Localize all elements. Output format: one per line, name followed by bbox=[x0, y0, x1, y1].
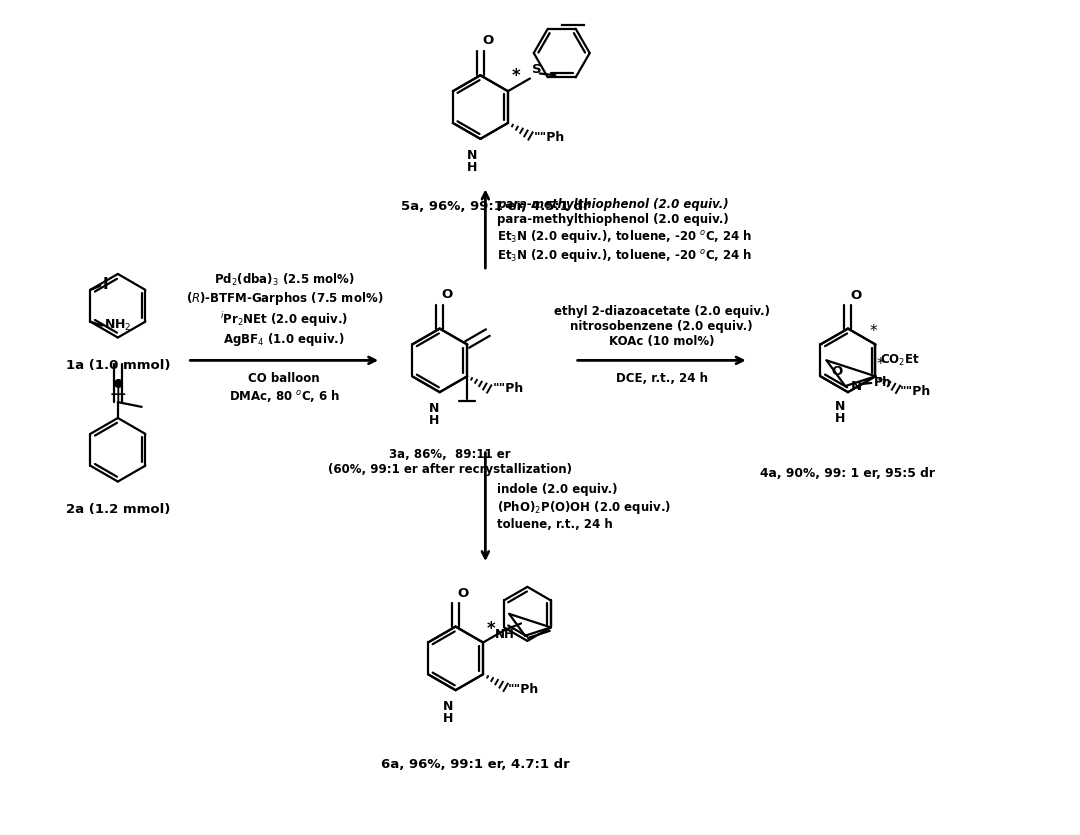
Text: para-methylthiophenol (2.0 equiv.): para-methylthiophenol (2.0 equiv.) bbox=[497, 198, 729, 211]
Text: N: N bbox=[851, 380, 862, 392]
Text: N
H: N H bbox=[443, 700, 453, 725]
Text: indole (2.0 equiv.)
(PhO)$_2$P(O)OH (2.0 equiv.)
toluene, r.t., 24 h: indole (2.0 equiv.) (PhO)$_2$P(O)OH (2.0… bbox=[497, 483, 672, 530]
Text: 1a (1.0 mmol): 1a (1.0 mmol) bbox=[66, 359, 170, 372]
Text: *: * bbox=[512, 68, 521, 85]
Text: O: O bbox=[832, 366, 842, 378]
Text: 5a, 96%, 99:1 er, 4.5:1 dr: 5a, 96%, 99:1 er, 4.5:1 dr bbox=[401, 200, 590, 214]
Text: 2a (1.2 mmol): 2a (1.2 mmol) bbox=[66, 503, 170, 516]
Text: O: O bbox=[442, 288, 453, 301]
Text: DCE, r.t., 24 h: DCE, r.t., 24 h bbox=[616, 372, 707, 385]
Text: Pd$_2$(dba)$_3$ (2.5 mol%)
($R$)-BTFM-Garphos (7.5 mol%)
$^i$Pr$_2$NEt (2.0 equi: Pd$_2$(dba)$_3$ (2.5 mol%) ($R$)-BTFM-Ga… bbox=[186, 272, 383, 348]
Text: ""Ph: ""Ph bbox=[494, 382, 525, 396]
Text: ""Ph: ""Ph bbox=[900, 385, 931, 397]
Text: ""Ph: ""Ph bbox=[534, 131, 565, 144]
Text: NH: NH bbox=[496, 628, 515, 640]
Text: O: O bbox=[850, 289, 861, 301]
Text: para-methylthiophenol (2.0 equiv.)
Et$_3$N (2.0 equiv.), toluene, -20 $^o$C, 24 : para-methylthiophenol (2.0 equiv.) Et$_3… bbox=[497, 213, 753, 245]
Text: NH$_2$: NH$_2$ bbox=[104, 318, 132, 333]
Text: N
H: N H bbox=[429, 402, 438, 428]
Text: 4a, 90%, 99: 1 er, 95:5 dr: 4a, 90%, 99: 1 er, 95:5 dr bbox=[760, 467, 935, 479]
Text: I: I bbox=[103, 277, 108, 292]
Text: +: + bbox=[108, 385, 127, 405]
Text: 6a, 96%, 99:1 er, 4.7:1 dr: 6a, 96%, 99:1 er, 4.7:1 dr bbox=[381, 757, 570, 771]
Text: *: * bbox=[487, 620, 496, 638]
Text: O: O bbox=[483, 34, 494, 48]
Text: Ph: Ph bbox=[875, 377, 892, 389]
Text: ethyl 2-diazoacetate (2.0 equiv.)
nitrosobenzene (2.0 equiv.)
KOAc (10 mol%): ethyl 2-diazoacetate (2.0 equiv.) nitros… bbox=[554, 306, 770, 348]
Text: Et$_3$N (2.0 equiv.), toluene, -20 $^o$C, 24 h: Et$_3$N (2.0 equiv.), toluene, -20 $^o$C… bbox=[497, 246, 753, 264]
Text: *: * bbox=[869, 323, 877, 338]
Text: 3a, 86%,  89:11 er
(60%, 99:1 er after recrystallization): 3a, 86%, 89:11 er (60%, 99:1 er after re… bbox=[327, 448, 571, 476]
Text: CO balloon
DMAc, 80 $^o$C, 6 h: CO balloon DMAc, 80 $^o$C, 6 h bbox=[229, 372, 340, 403]
Text: N
H: N H bbox=[835, 400, 846, 425]
Text: N
H: N H bbox=[468, 149, 477, 174]
Text: *: * bbox=[877, 357, 885, 372]
Text: S: S bbox=[532, 63, 541, 77]
Text: O: O bbox=[458, 587, 469, 600]
Text: CO$_2$Et: CO$_2$Et bbox=[880, 353, 920, 368]
Text: ""Ph: ""Ph bbox=[508, 683, 539, 696]
